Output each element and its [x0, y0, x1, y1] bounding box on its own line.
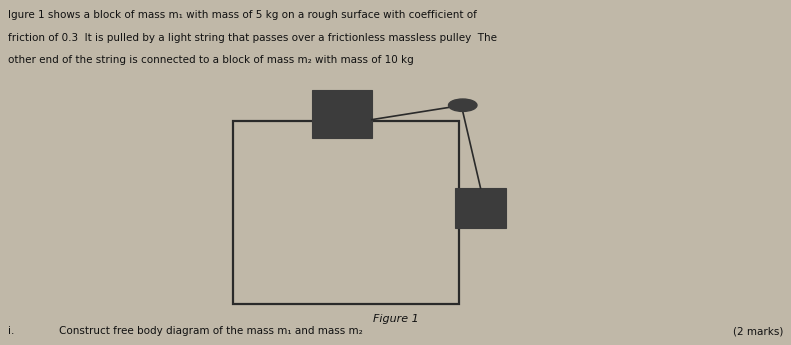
Circle shape: [448, 99, 477, 111]
Text: other end of the string is connected to a block of mass m₂ with mass of 10 kg: other end of the string is connected to …: [8, 55, 414, 65]
Text: i.: i.: [8, 326, 14, 336]
Bar: [455, 188, 506, 228]
Text: Igure 1 shows a block of mass m₁ with mass of 5 kg on a rough surface with coeff: Igure 1 shows a block of mass m₁ with ma…: [8, 10, 477, 20]
Bar: [233, 121, 459, 304]
Text: (2 marks): (2 marks): [732, 326, 783, 336]
Text: Figure 1: Figure 1: [373, 314, 418, 324]
Text: Construct free body diagram of the mass m₁ and mass m₂: Construct free body diagram of the mass …: [59, 326, 363, 336]
Bar: [312, 90, 372, 138]
Text: friction of 0.3  It is pulled by a light string that passes over a frictionless : friction of 0.3 It is pulled by a light …: [8, 33, 497, 43]
